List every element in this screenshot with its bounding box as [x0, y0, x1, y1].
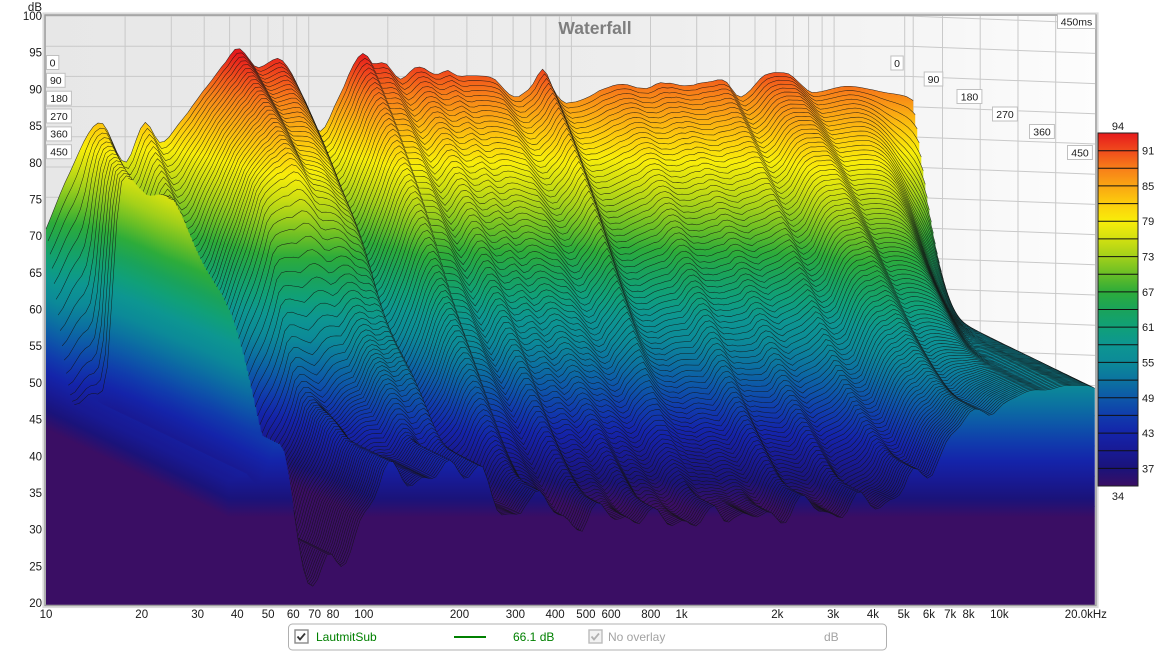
- svg-text:500: 500: [576, 609, 595, 621]
- svg-text:34: 34: [1112, 491, 1124, 503]
- svg-text:50: 50: [29, 378, 42, 390]
- svg-text:91: 91: [1142, 146, 1154, 158]
- svg-text:70: 70: [308, 609, 321, 621]
- svg-text:1k: 1k: [676, 609, 688, 621]
- svg-text:90: 90: [928, 74, 940, 86]
- svg-text:200: 200: [450, 609, 469, 621]
- svg-text:270: 270: [996, 109, 1014, 121]
- svg-text:800: 800: [641, 609, 660, 621]
- svg-text:8k: 8k: [963, 609, 975, 621]
- svg-text:60: 60: [29, 305, 42, 317]
- svg-text:180: 180: [50, 93, 68, 105]
- svg-text:dB: dB: [824, 630, 839, 644]
- svg-text:270: 270: [50, 111, 68, 123]
- svg-text:30: 30: [29, 525, 42, 537]
- svg-text:360: 360: [1033, 126, 1051, 138]
- svg-text:6k: 6k: [923, 609, 935, 621]
- svg-text:Waterfall: Waterfall: [558, 18, 631, 38]
- svg-text:66.1 dB: 66.1 dB: [513, 630, 554, 644]
- svg-text:0: 0: [50, 57, 56, 69]
- svg-text:90: 90: [29, 84, 42, 96]
- svg-text:LautmitSub: LautmitSub: [316, 630, 377, 644]
- svg-text:65: 65: [29, 268, 42, 280]
- svg-text:25: 25: [29, 561, 42, 573]
- svg-text:600: 600: [602, 609, 621, 621]
- svg-text:70: 70: [29, 231, 42, 243]
- svg-text:60: 60: [287, 609, 300, 621]
- svg-text:90: 90: [50, 75, 62, 87]
- svg-text:100: 100: [354, 609, 373, 621]
- svg-text:2k: 2k: [771, 609, 783, 621]
- svg-text:80: 80: [29, 158, 42, 170]
- svg-text:dB: dB: [28, 2, 42, 14]
- svg-text:20: 20: [29, 598, 42, 610]
- svg-text:79: 79: [1142, 216, 1154, 228]
- svg-text:43: 43: [1142, 428, 1154, 440]
- svg-text:400: 400: [546, 609, 565, 621]
- svg-text:85: 85: [1142, 181, 1154, 193]
- svg-text:37: 37: [1142, 463, 1154, 475]
- svg-text:5k: 5k: [898, 609, 910, 621]
- svg-text:40: 40: [231, 609, 244, 621]
- svg-text:35: 35: [29, 488, 42, 500]
- svg-text:45: 45: [29, 415, 42, 427]
- svg-text:180: 180: [961, 91, 979, 103]
- svg-text:73: 73: [1142, 252, 1154, 264]
- svg-text:10: 10: [40, 609, 53, 621]
- svg-text:No overlay: No overlay: [608, 630, 665, 644]
- svg-text:95: 95: [29, 48, 42, 60]
- svg-text:7k: 7k: [944, 609, 956, 621]
- svg-text:94: 94: [1112, 121, 1124, 133]
- svg-text:20.0kHz: 20.0kHz: [1065, 609, 1107, 621]
- svg-text:450: 450: [1071, 147, 1089, 159]
- svg-text:30: 30: [191, 609, 204, 621]
- svg-text:450: 450: [50, 147, 68, 159]
- svg-text:80: 80: [327, 609, 340, 621]
- svg-text:3k: 3k: [827, 609, 839, 621]
- svg-text:67: 67: [1142, 287, 1154, 299]
- svg-text:75: 75: [29, 194, 42, 206]
- svg-text:0: 0: [894, 58, 900, 70]
- svg-text:61: 61: [1142, 322, 1154, 334]
- svg-text:450ms: 450ms: [1061, 17, 1093, 29]
- svg-text:85: 85: [29, 121, 42, 133]
- svg-text:55: 55: [29, 341, 42, 353]
- svg-text:100: 100: [23, 11, 42, 23]
- svg-text:40: 40: [29, 451, 42, 463]
- svg-text:360: 360: [50, 129, 68, 141]
- svg-text:49: 49: [1142, 393, 1154, 405]
- svg-text:50: 50: [262, 609, 275, 621]
- svg-text:20: 20: [135, 609, 148, 621]
- svg-text:55: 55: [1142, 357, 1154, 369]
- svg-text:10k: 10k: [990, 609, 1009, 621]
- svg-text:4k: 4k: [867, 609, 879, 621]
- svg-text:300: 300: [506, 609, 525, 621]
